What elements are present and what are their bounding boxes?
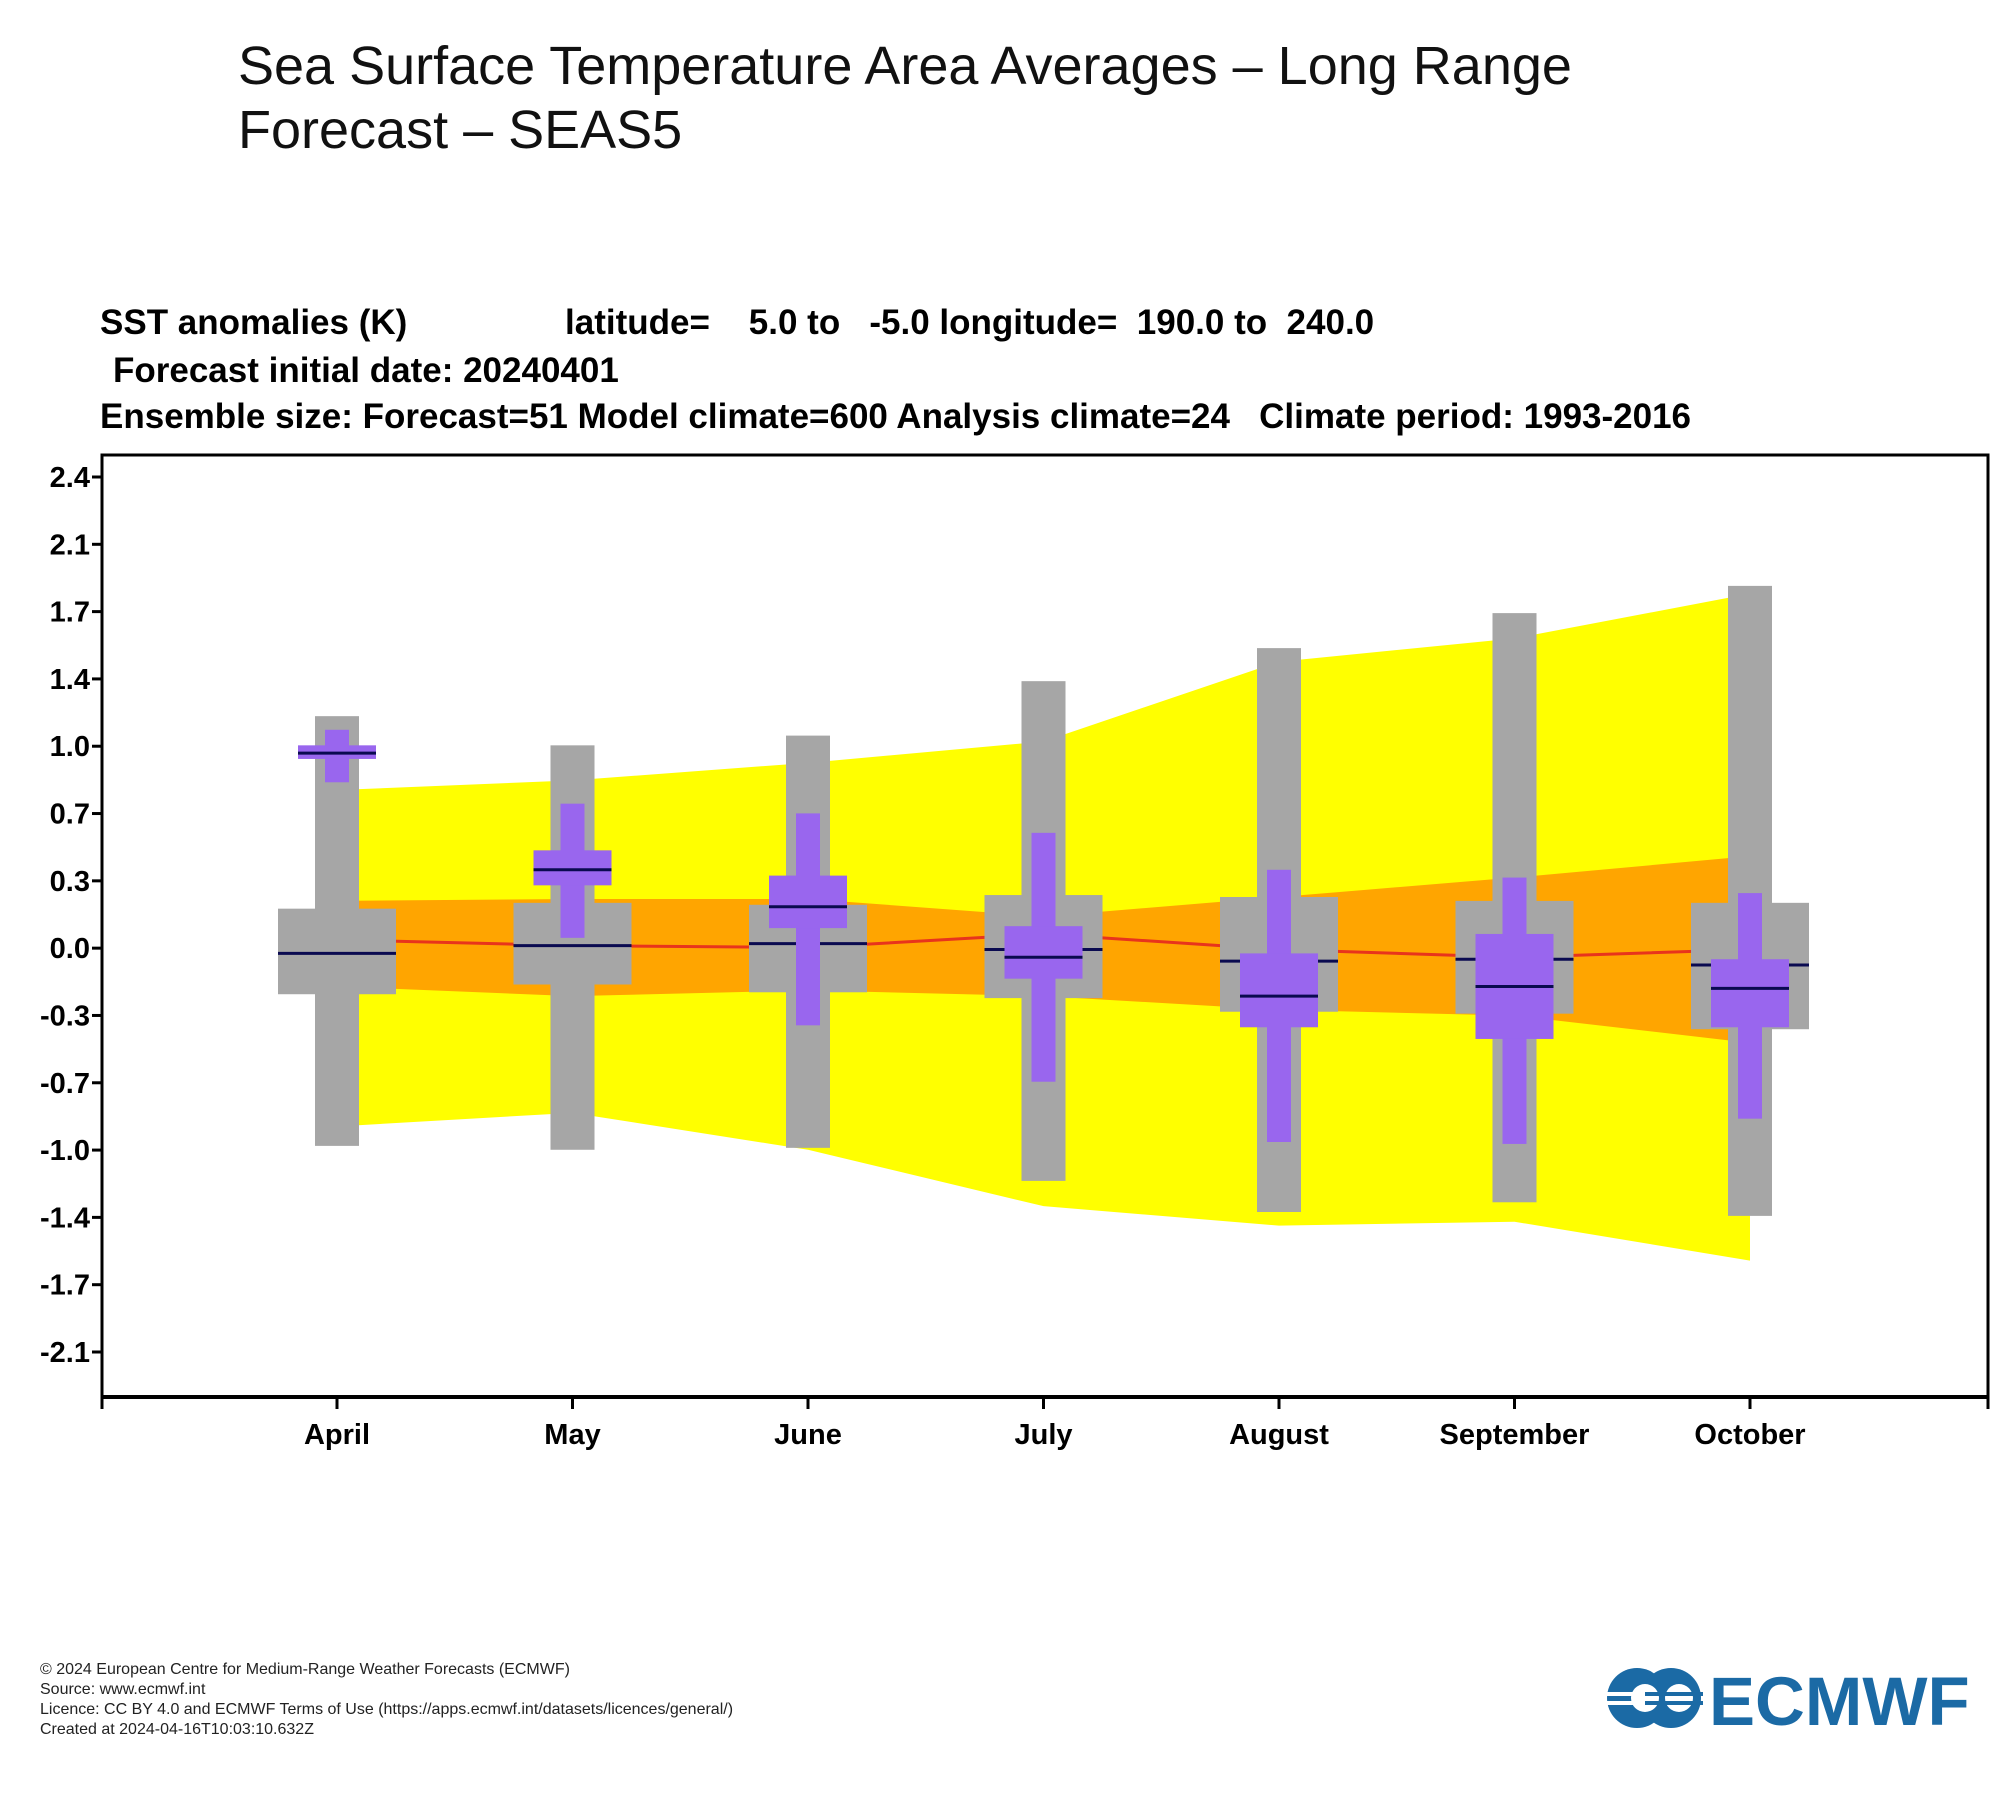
forecast-box-june <box>769 875 847 929</box>
x-tick-label-august: August <box>1229 1419 1329 1451</box>
y-tick-label: 1.0 <box>50 731 90 763</box>
plot-area: 2.4 2.1 1.7 1.4 1.0 0.7 0.3 0.0 -0.3 -0.7 -1.0 -1.4… <box>40 453 1990 1451</box>
chart-header-ensemble: Ensemble size: Forecast=51 Model climate… <box>100 397 1691 436</box>
y-tick-label: 1.7 <box>50 597 90 629</box>
y-tick-label: -1.4 <box>40 1202 90 1234</box>
y-tick-label: 2.1 <box>50 529 90 561</box>
y-tick-label: -2.1 <box>40 1337 90 1369</box>
y-tick-label: -0.3 <box>40 1000 90 1032</box>
y-tick-label: 0.0 <box>50 933 90 965</box>
y-tick-label: 2.4 <box>50 462 90 494</box>
y-tick-label: 0.3 <box>50 866 90 898</box>
forecast-box-august <box>1240 953 1318 1028</box>
footer-licence: Licence: CC BY 4.0 and ECMWF Terms of Us… <box>40 1701 734 1718</box>
x-tick-label-september: September <box>1440 1419 1590 1451</box>
footer-source: Source: www.ecmwf.int <box>40 1681 206 1698</box>
forecast-box-july <box>1004 926 1083 979</box>
chart-header-init-date: Forecast initial date: 20240401 <box>113 351 619 390</box>
y-tick-label: 0.7 <box>50 799 90 831</box>
forecast-box-october <box>1711 959 1789 1028</box>
ecmwf-logo-text: ECMWF <box>1709 1663 1970 1733</box>
model-climate-box-april <box>278 908 396 995</box>
y-tick-label: -1.7 <box>40 1270 90 1302</box>
footer-copyright: © 2024 European Centre for Medium-Range … <box>40 1661 570 1678</box>
page-title: Sea Surface Temperature Area Averages – … <box>238 36 1572 160</box>
x-tick-label-may: May <box>544 1419 600 1451</box>
y-tick-label: -1.0 <box>40 1135 90 1167</box>
sst-anomaly-chart: SST anomalies (K) latitude= 5.0 to -5.0 … <box>40 303 1990 1451</box>
footer: © 2024 European Centre for Medium-Range … <box>40 1660 733 1740</box>
x-tick-label-april: April <box>304 1419 370 1451</box>
footer-created: Created at 2024-04-16T10:03:10.632Z <box>40 1721 314 1738</box>
ecmwf-logo: ECMWF <box>1605 1663 1970 1733</box>
chart-header-variable: SST anomalies (K) <box>100 303 407 342</box>
y-tick-label: 1.4 <box>50 664 90 696</box>
chart-header-region: latitude= 5.0 to -5.0 longitude= 190.0 t… <box>565 303 1374 342</box>
forecast-box-may <box>533 850 612 886</box>
x-tick-label-october: October <box>1694 1419 1805 1451</box>
x-tick-label-july: July <box>1014 1419 1072 1451</box>
x-tick-label-june: June <box>774 1419 842 1451</box>
y-tick-label: -0.7 <box>40 1068 90 1100</box>
